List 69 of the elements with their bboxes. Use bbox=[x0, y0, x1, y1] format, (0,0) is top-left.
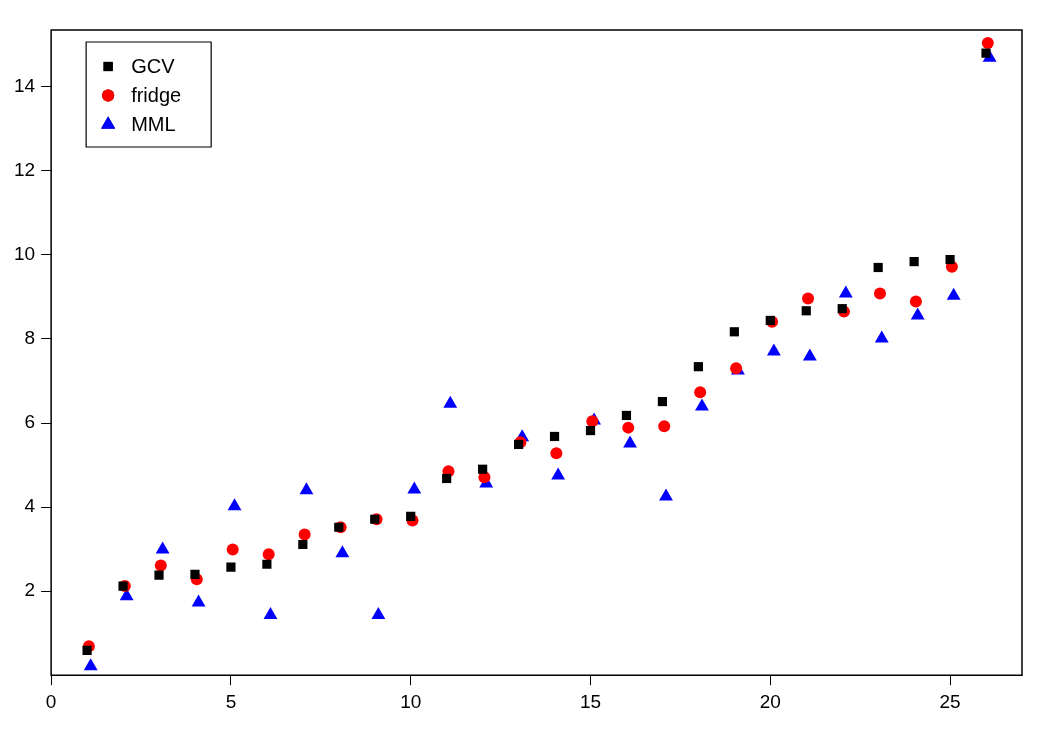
y-tick-label: 2 bbox=[24, 579, 36, 601]
point bbox=[910, 307, 925, 320]
x-tick-label: 25 bbox=[939, 690, 961, 712]
y-tick-label: 12 bbox=[13, 159, 36, 181]
point bbox=[801, 306, 811, 316]
point bbox=[802, 292, 815, 305]
point bbox=[83, 658, 98, 671]
point bbox=[262, 559, 272, 569]
y-tick-label: 6 bbox=[24, 411, 36, 433]
point bbox=[659, 488, 673, 501]
point bbox=[226, 562, 236, 572]
point bbox=[226, 543, 239, 556]
point bbox=[154, 559, 167, 572]
point bbox=[585, 425, 596, 436]
point bbox=[623, 435, 637, 448]
point bbox=[945, 254, 955, 265]
point bbox=[695, 398, 709, 411]
y-tick-label: 10 bbox=[13, 243, 36, 265]
x-tick-label: 5 bbox=[225, 690, 237, 712]
point bbox=[766, 343, 781, 356]
legend-label: MML bbox=[131, 113, 176, 136]
point bbox=[873, 262, 883, 273]
point bbox=[298, 539, 308, 550]
point bbox=[874, 330, 889, 343]
point bbox=[909, 295, 922, 308]
point bbox=[802, 348, 817, 361]
point bbox=[443, 395, 458, 408]
point bbox=[155, 541, 170, 554]
point bbox=[693, 362, 703, 372]
point bbox=[838, 285, 853, 298]
point bbox=[551, 467, 566, 480]
point bbox=[909, 257, 919, 267]
point bbox=[549, 431, 560, 442]
x-tick-label: 10 bbox=[400, 690, 422, 712]
point bbox=[478, 464, 488, 474]
point bbox=[550, 447, 563, 460]
point bbox=[873, 287, 886, 300]
legend-label: fridge bbox=[131, 84, 182, 107]
point bbox=[729, 327, 739, 337]
x-tick-label: 0 bbox=[45, 690, 57, 712]
point bbox=[262, 548, 275, 561]
point bbox=[658, 420, 671, 433]
point bbox=[837, 304, 847, 314]
point bbox=[227, 498, 242, 511]
x-tick-label: 15 bbox=[579, 690, 602, 712]
point bbox=[621, 410, 632, 421]
point bbox=[946, 287, 961, 300]
legend-label: GCV bbox=[131, 55, 176, 78]
point bbox=[694, 386, 707, 399]
y-tick-label: 8 bbox=[24, 327, 36, 349]
point bbox=[406, 511, 416, 521]
point bbox=[657, 396, 668, 407]
y-tick-label: 4 bbox=[24, 495, 36, 517]
point bbox=[263, 607, 278, 620]
point bbox=[190, 569, 200, 579]
point bbox=[298, 528, 311, 541]
point bbox=[335, 545, 350, 558]
point bbox=[371, 607, 386, 620]
x-tick-label: 20 bbox=[759, 690, 781, 712]
point bbox=[299, 482, 314, 495]
point bbox=[622, 421, 635, 434]
point bbox=[407, 481, 422, 494]
y-tick-label: 14 bbox=[13, 74, 36, 96]
point bbox=[82, 645, 92, 655]
point bbox=[981, 37, 994, 50]
point bbox=[442, 473, 452, 484]
point bbox=[154, 570, 164, 580]
point bbox=[765, 315, 775, 326]
point bbox=[191, 594, 206, 607]
